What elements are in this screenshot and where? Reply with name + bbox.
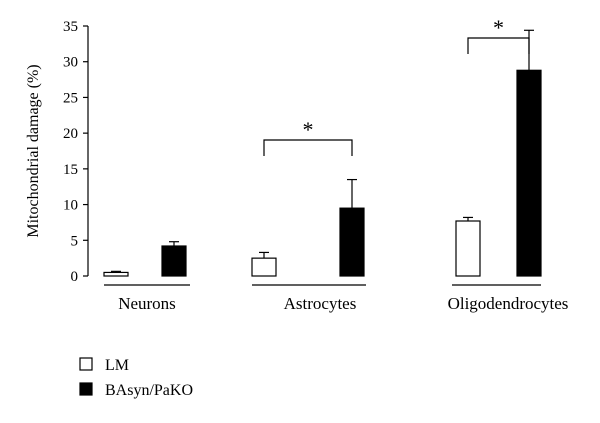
category-label: Astrocytes — [284, 294, 357, 313]
bar-lm — [103, 271, 129, 277]
bar-basyn-pako — [339, 207, 365, 277]
legend-label-basyn-pako: BAsyn/PaKO — [105, 382, 193, 399]
legend: LM BAsyn/PaKO — [79, 357, 193, 399]
category-label: Neurons — [118, 294, 176, 313]
bar-lm — [251, 257, 277, 277]
legend-swatch-lm — [79, 357, 93, 371]
legend-label-lm: LM — [105, 357, 129, 374]
y-tick-label: 5 — [71, 233, 79, 249]
axes: 0 5 10 15 20 25 30 35 Neurons Astrocytes Oligodend… — [63, 19, 568, 313]
legend-swatch-basyn-pako — [79, 382, 93, 396]
significance-bracket — [263, 139, 353, 156]
y-tick-label: 35 — [63, 19, 78, 35]
significance-star: * — [303, 117, 314, 142]
y-axis-title: Mitochondrial damage (%) — [25, 64, 42, 237]
y-tick-label: 10 — [63, 198, 78, 214]
y-tick-label: 30 — [63, 55, 78, 71]
y-tick-label: 15 — [63, 162, 78, 178]
y-tick-label: 20 — [63, 126, 78, 142]
bar-basyn-pako — [516, 69, 542, 277]
bar-lm — [455, 220, 481, 277]
bar-basyn-pako — [161, 245, 187, 277]
category-label: Oligodendrocytes — [448, 294, 569, 313]
significance-star: * — [493, 15, 504, 40]
y-tick-label: 0 — [71, 269, 79, 285]
significance-annotations: ** — [263, 15, 530, 156]
significance-bracket — [467, 37, 530, 54]
bars — [103, 29, 542, 277]
y-tick-label: 25 — [63, 90, 78, 106]
